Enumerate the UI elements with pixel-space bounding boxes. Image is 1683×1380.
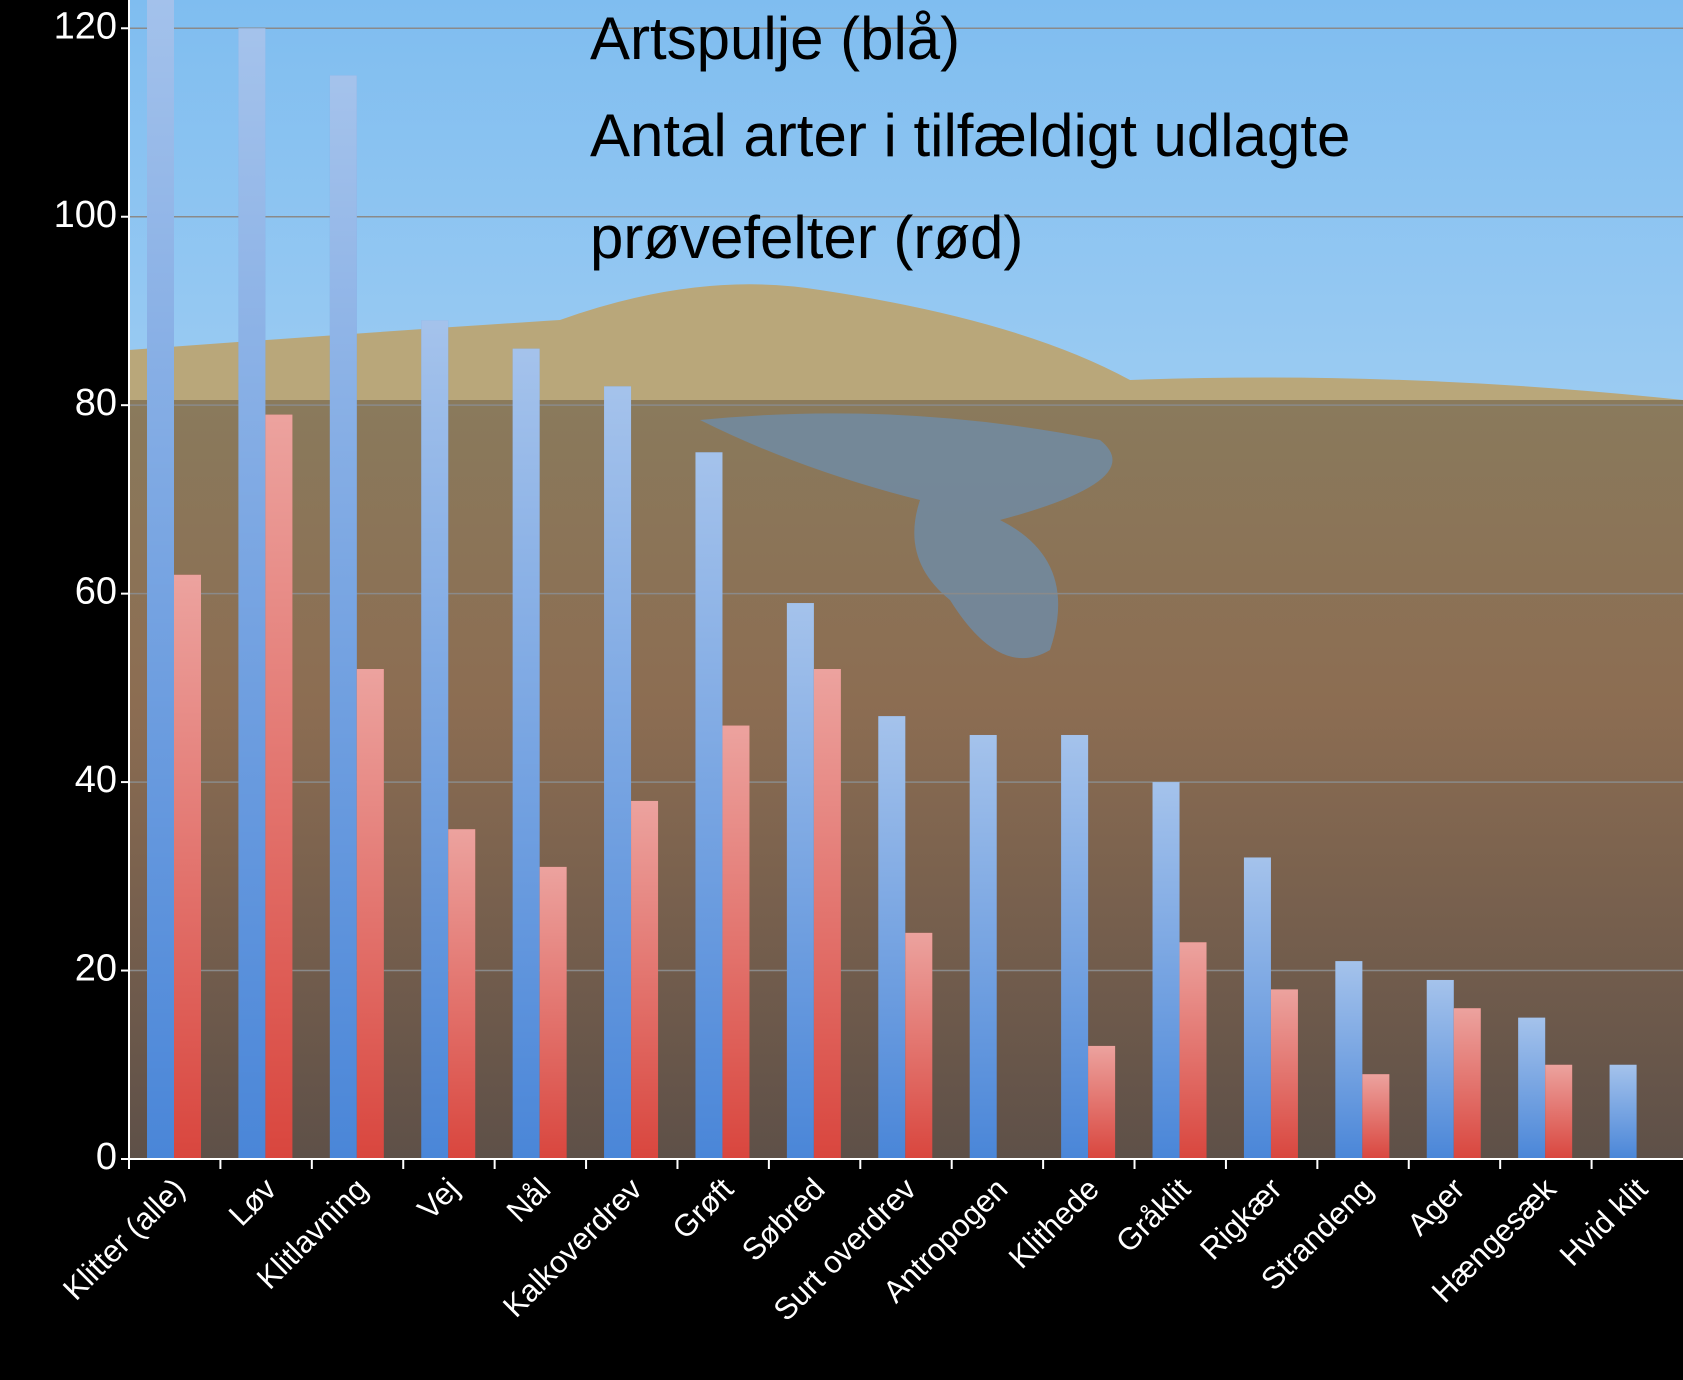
title-line: Antal arter i tilfældigt udlagte bbox=[590, 102, 1350, 169]
bar-shine bbox=[448, 829, 475, 1159]
x-tick-label: Klitter (alle) bbox=[56, 1171, 192, 1307]
bar-shine bbox=[1244, 857, 1271, 1159]
bar-shine bbox=[695, 452, 722, 1159]
bar-shine bbox=[905, 933, 932, 1159]
bar-shine bbox=[722, 726, 749, 1159]
bar-shine bbox=[1061, 735, 1088, 1159]
x-tick-label: Gråklit bbox=[1109, 1171, 1197, 1259]
x-tick-label: Hvid klit bbox=[1553, 1171, 1655, 1273]
bar-shine bbox=[1427, 980, 1454, 1159]
bar-shine bbox=[878, 716, 905, 1159]
y-tick-label: 80 bbox=[75, 382, 117, 424]
bar-shine bbox=[1454, 1008, 1481, 1159]
bar-shine bbox=[174, 575, 201, 1159]
bar-shine bbox=[330, 75, 357, 1159]
bar-shine bbox=[238, 28, 265, 1159]
bar-shine bbox=[1335, 961, 1362, 1159]
x-tick-label: Klithede bbox=[1002, 1171, 1106, 1275]
bar-shine bbox=[357, 669, 384, 1159]
bar-shine bbox=[604, 386, 631, 1159]
y-tick-label: 100 bbox=[54, 194, 117, 236]
y-tick-label: 20 bbox=[75, 948, 117, 990]
x-tick-label: Vej bbox=[411, 1171, 466, 1226]
x-tick-label: Nål bbox=[500, 1171, 558, 1229]
bar-shine bbox=[814, 669, 841, 1159]
bar-shine bbox=[631, 801, 658, 1159]
y-tick-label: 120 bbox=[54, 5, 117, 47]
chart: 020406080100120Klitter (alle)LøvKlitlavn… bbox=[0, 0, 1683, 1380]
bar-shine bbox=[1545, 1065, 1572, 1159]
bar-shine bbox=[970, 735, 997, 1159]
title-line: prøvefelter (rød) bbox=[590, 204, 1023, 271]
bar-shine bbox=[1088, 1046, 1115, 1159]
bar-shine bbox=[1610, 1065, 1637, 1159]
bar-shine bbox=[513, 349, 540, 1159]
bar-shine bbox=[147, 0, 174, 1159]
bar-shine bbox=[1362, 1074, 1389, 1159]
bar-shine bbox=[1153, 782, 1180, 1159]
bar-shine bbox=[265, 415, 292, 1159]
x-tick-label: Løv bbox=[222, 1171, 284, 1233]
bar-shine bbox=[787, 603, 814, 1159]
bar-shine bbox=[1271, 989, 1298, 1159]
title-line: Artspulje (blå) bbox=[590, 5, 960, 72]
bar-shine bbox=[540, 867, 567, 1159]
y-tick-label: 60 bbox=[75, 571, 117, 613]
x-tick-label: Grøft bbox=[665, 1171, 740, 1246]
x-tick-label: Ager bbox=[1400, 1171, 1471, 1242]
bar-shine bbox=[421, 320, 448, 1159]
y-tick-label: 0 bbox=[96, 1136, 117, 1178]
bar-shine bbox=[1180, 942, 1207, 1159]
y-tick-label: 40 bbox=[75, 759, 117, 801]
bar-shine bbox=[1518, 1018, 1545, 1159]
